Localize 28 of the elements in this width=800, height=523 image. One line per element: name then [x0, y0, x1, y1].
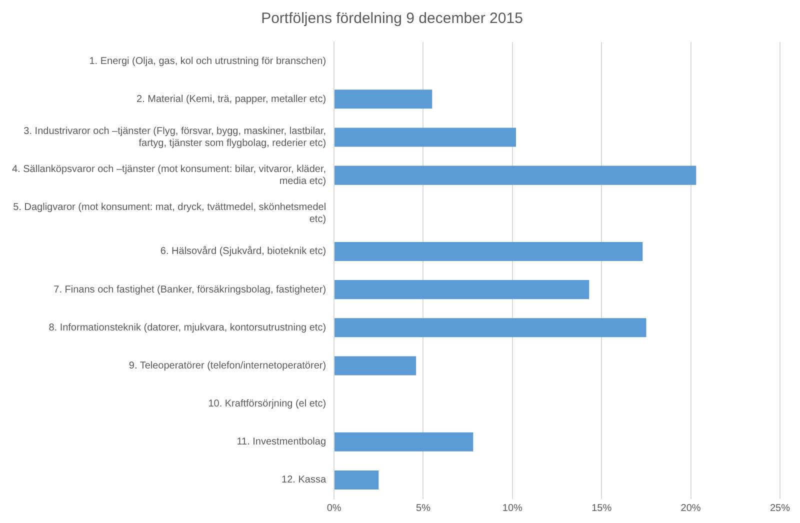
y-tick-label: 5. Dagligvaror (mot konsument: mat, dryck, tvättmedel, skönhetsmedel etc): [13, 202, 326, 226]
y-tick-label: 6. Hälsovård (Sjukvård, bioteknik etc): [160, 245, 326, 258]
x-tick-label: 5%: [416, 502, 431, 514]
x-tick-label: 0%: [326, 502, 342, 514]
bar: [334, 318, 646, 338]
bar: [334, 90, 432, 109]
bar: [334, 432, 474, 452]
chart-title: Portföljens fördelning 9 december 2015: [261, 10, 523, 28]
x-tick-label: 25%: [770, 502, 790, 514]
bar: [334, 356, 416, 376]
x-tick-label: 10%: [502, 502, 523, 514]
y-tick-label: 8. Informationsteknik (datorer, mjukvara, kontorsutrustning etc): [48, 322, 326, 334]
bar: [334, 166, 696, 185]
bar: [334, 280, 590, 300]
y-tick-label: 7. Finans och fastighet (Banker, försäkringsbolag, fastigheter): [54, 284, 326, 296]
y-tick-label: 11. Investmentbolag: [236, 436, 326, 448]
y-tick-label: 12. Kassa: [282, 474, 326, 486]
y-tick-label: 1. Energi (Olja, gas, kol och utrustning för branschen): [89, 56, 326, 67]
y-tick-label: 10. Kraftförsörjning (el etc): [208, 398, 326, 410]
bar: [334, 128, 516, 147]
bar: [334, 242, 643, 261]
bar: [334, 470, 379, 490]
x-tick-label: 15%: [592, 502, 612, 514]
y-tick-label: 4. Sällanköpsvaror och –tjänster (mot konsument: bilar, vitvaror, kläder, media etc): [12, 164, 326, 188]
y-tick-label: 3. Industrivaror och –tjänster (Flyg, försvar, bygg, maskiner, lastbilar, fartyg, tjänster som flygbolag, rederier etc): [24, 126, 326, 149]
x-tick-label: 20%: [680, 502, 701, 514]
y-tick-label: 9. Teleoperatörer (telefon/internetoperatörer): [128, 360, 326, 372]
y-tick-label: 2. Material (Kemi, trä, papper, metaller etc): [136, 94, 326, 105]
